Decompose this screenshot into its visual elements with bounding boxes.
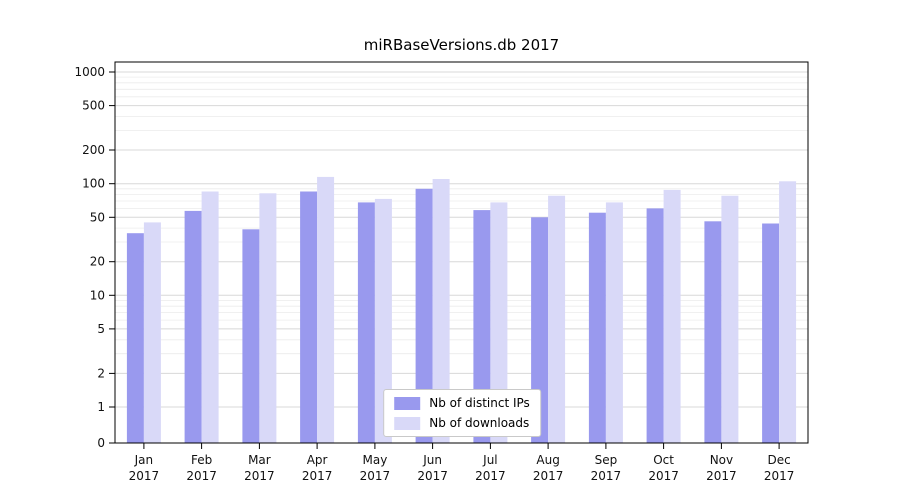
svg-text:2017: 2017 — [706, 469, 737, 483]
svg-text:0: 0 — [97, 436, 105, 450]
svg-text:5: 5 — [97, 322, 105, 336]
svg-text:2017: 2017 — [417, 469, 448, 483]
svg-text:2017: 2017 — [475, 469, 506, 483]
plot-frame — [114, 61, 809, 444]
svg-text:50: 50 — [90, 210, 105, 224]
svg-text:2017: 2017 — [591, 469, 622, 483]
x-axis: Jan 2017 Feb 2017 Mar 2017 Apr 2017 May 2017 Jun 20… — [129, 443, 795, 483]
major-gridlines — [115, 71, 808, 408]
svg-text:Aug: Aug — [536, 453, 559, 467]
svg-text:Jul: Jul — [482, 453, 497, 467]
svg-text:Oct: Oct — [653, 453, 674, 467]
legend: Nb of distinct IPs Nb of downloads — [383, 389, 541, 437]
svg-text:Sep: Sep — [595, 453, 618, 467]
svg-text:2017: 2017 — [533, 469, 564, 483]
chart-title: miRBaseVersions.db 2017 — [363, 36, 560, 54]
legend-label-distinct-ips: Nb of distinct IPs — [429, 396, 530, 410]
svg-text:1000: 1000 — [74, 65, 105, 79]
svg-text:1: 1 — [97, 400, 105, 414]
svg-text:20: 20 — [90, 255, 105, 269]
svg-text:200: 200 — [82, 143, 105, 157]
bars-series-0 — [126, 188, 780, 443]
svg-text:Mar: Mar — [248, 453, 271, 467]
legend-swatch-downloads — [394, 416, 421, 430]
svg-text:Apr: Apr — [307, 453, 328, 467]
svg-text:May: May — [362, 453, 387, 467]
legend-label-downloads: Nb of downloads — [429, 416, 530, 430]
svg-text:2017: 2017 — [244, 469, 275, 483]
svg-text:2017: 2017 — [648, 469, 679, 483]
svg-text:2: 2 — [97, 366, 105, 380]
svg-text:Jan: Jan — [134, 453, 154, 467]
svg-text:Jun: Jun — [422, 453, 442, 467]
svg-text:Dec: Dec — [767, 453, 790, 467]
svg-text:10: 10 — [90, 288, 105, 302]
svg-text:100: 100 — [82, 177, 105, 191]
legend-item-distinct-ips: Nb of distinct IPs — [394, 396, 530, 410]
svg-text:Feb: Feb — [191, 453, 212, 467]
svg-text:2017: 2017 — [129, 469, 160, 483]
svg-text:500: 500 — [82, 99, 105, 113]
svg-text:Nov: Nov — [710, 453, 733, 467]
svg-text:2017: 2017 — [302, 469, 333, 483]
legend-item-downloads: Nb of downloads — [394, 416, 530, 430]
svg-text:2017: 2017 — [360, 469, 391, 483]
legend-swatch-distinct-ips — [394, 396, 421, 410]
svg-text:2017: 2017 — [764, 469, 795, 483]
svg-text:2017: 2017 — [186, 469, 217, 483]
bars-series-1 — [143, 176, 797, 444]
minor-gridlines — [115, 76, 808, 355]
